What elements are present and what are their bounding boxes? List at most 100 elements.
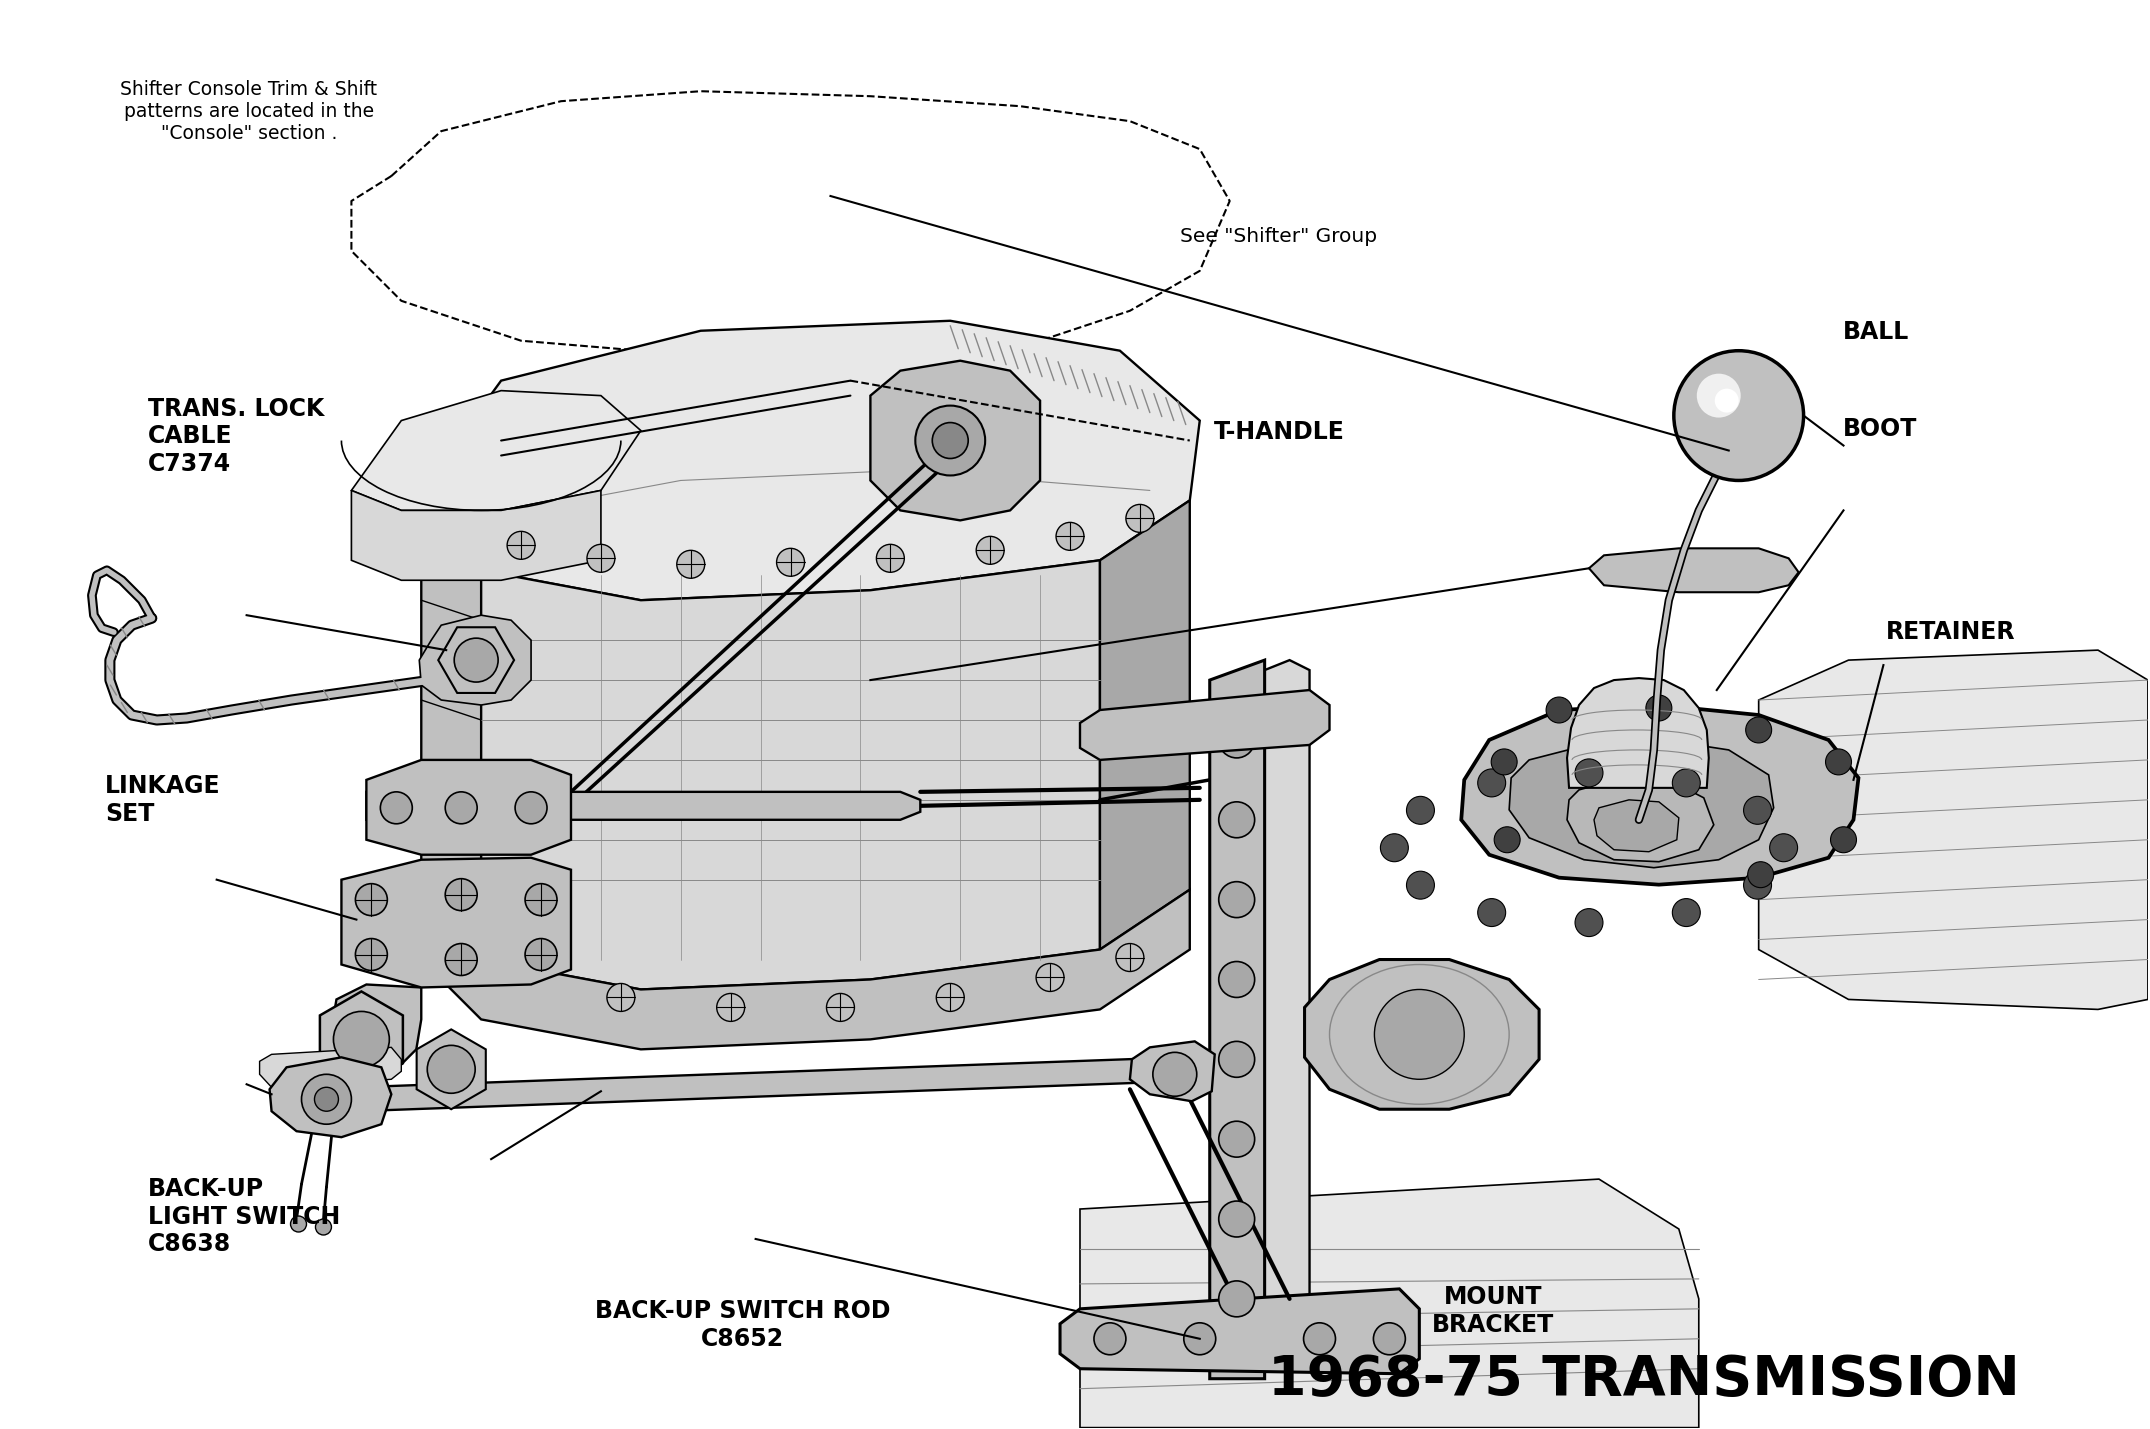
Circle shape — [316, 1219, 331, 1235]
Text: T-HANDLE: T-HANDLE — [1213, 420, 1344, 444]
Circle shape — [1647, 694, 1673, 722]
Circle shape — [1830, 827, 1855, 853]
Circle shape — [1127, 504, 1155, 533]
Polygon shape — [421, 510, 482, 959]
Circle shape — [1696, 373, 1742, 417]
Circle shape — [1380, 833, 1408, 862]
Circle shape — [1094, 1323, 1127, 1355]
Circle shape — [1219, 882, 1256, 917]
Text: TRANS. LOCK
CABLE
C7374: TRANS. LOCK CABLE C7374 — [148, 397, 325, 476]
Circle shape — [1406, 872, 1434, 899]
Circle shape — [1492, 749, 1518, 775]
Circle shape — [1748, 862, 1774, 887]
Polygon shape — [260, 1047, 402, 1087]
Text: MOUNT
BRACKET: MOUNT BRACKET — [1432, 1285, 1554, 1336]
Circle shape — [428, 1046, 475, 1093]
Circle shape — [1673, 899, 1701, 926]
Text: BACK-UP SWITCH ROD
C8652: BACK-UP SWITCH ROD C8652 — [596, 1299, 890, 1350]
Circle shape — [1576, 909, 1604, 936]
Circle shape — [1219, 1042, 1256, 1077]
Circle shape — [776, 549, 804, 576]
Polygon shape — [301, 1067, 381, 1127]
Circle shape — [301, 1075, 350, 1125]
Circle shape — [1477, 769, 1505, 797]
Circle shape — [1116, 943, 1144, 972]
Polygon shape — [1567, 777, 1714, 862]
Circle shape — [1769, 833, 1797, 862]
Polygon shape — [419, 616, 531, 704]
Polygon shape — [1567, 679, 1709, 787]
Polygon shape — [417, 1029, 486, 1109]
Polygon shape — [421, 320, 1200, 600]
Circle shape — [381, 792, 413, 823]
Circle shape — [677, 550, 705, 579]
Circle shape — [976, 536, 1004, 564]
Circle shape — [606, 983, 634, 1012]
Circle shape — [1744, 796, 1772, 825]
Polygon shape — [1759, 650, 2148, 1009]
Polygon shape — [482, 560, 1101, 989]
Circle shape — [314, 1087, 338, 1112]
Circle shape — [1219, 1280, 1256, 1318]
Circle shape — [1494, 827, 1520, 853]
Polygon shape — [871, 360, 1041, 520]
Circle shape — [1036, 963, 1064, 992]
Circle shape — [1056, 523, 1084, 550]
Polygon shape — [1509, 740, 1774, 867]
Polygon shape — [1462, 704, 1858, 885]
Circle shape — [1219, 1200, 1256, 1238]
Circle shape — [1374, 989, 1464, 1079]
Circle shape — [1185, 1323, 1215, 1355]
Circle shape — [935, 983, 963, 1012]
Circle shape — [1746, 717, 1772, 743]
Circle shape — [1744, 872, 1772, 899]
Polygon shape — [1241, 660, 1309, 1329]
Circle shape — [445, 943, 477, 976]
Polygon shape — [421, 890, 1189, 1049]
Circle shape — [1219, 962, 1256, 997]
Circle shape — [877, 544, 905, 572]
Polygon shape — [366, 760, 572, 855]
Circle shape — [454, 639, 499, 682]
Circle shape — [1716, 389, 1739, 413]
Text: RETAINER: RETAINER — [1886, 620, 2015, 644]
Circle shape — [355, 883, 387, 916]
Circle shape — [320, 1077, 363, 1122]
Text: LINKAGE
SET: LINKAGE SET — [105, 775, 221, 826]
Polygon shape — [1079, 690, 1329, 760]
Circle shape — [826, 993, 854, 1022]
Polygon shape — [1131, 1042, 1215, 1102]
Polygon shape — [269, 1057, 391, 1137]
Polygon shape — [439, 627, 514, 693]
Circle shape — [525, 883, 557, 916]
Polygon shape — [1305, 959, 1539, 1109]
Circle shape — [1825, 749, 1851, 775]
Circle shape — [1477, 899, 1505, 926]
Circle shape — [1576, 759, 1604, 787]
Circle shape — [516, 792, 546, 823]
Polygon shape — [366, 792, 920, 820]
Circle shape — [916, 406, 985, 476]
Text: BALL: BALL — [1843, 320, 1909, 344]
Circle shape — [716, 993, 744, 1022]
Circle shape — [1675, 350, 1804, 480]
Circle shape — [1219, 722, 1256, 757]
Circle shape — [587, 544, 615, 572]
Circle shape — [1406, 796, 1434, 825]
Polygon shape — [1589, 549, 1800, 592]
Polygon shape — [1210, 660, 1264, 1379]
Text: See "Shifter" Group: See "Shifter" Group — [1180, 227, 1378, 246]
Text: BOOT: BOOT — [1843, 417, 1918, 442]
Circle shape — [933, 423, 968, 459]
Polygon shape — [342, 857, 572, 987]
Circle shape — [507, 532, 535, 559]
Circle shape — [445, 792, 477, 823]
Polygon shape — [1593, 800, 1679, 852]
Polygon shape — [350, 490, 600, 580]
Circle shape — [355, 939, 387, 970]
Circle shape — [1374, 1323, 1406, 1355]
Circle shape — [1303, 1323, 1335, 1355]
Circle shape — [1152, 1052, 1198, 1096]
Circle shape — [1219, 802, 1256, 837]
Polygon shape — [357, 1057, 1180, 1112]
